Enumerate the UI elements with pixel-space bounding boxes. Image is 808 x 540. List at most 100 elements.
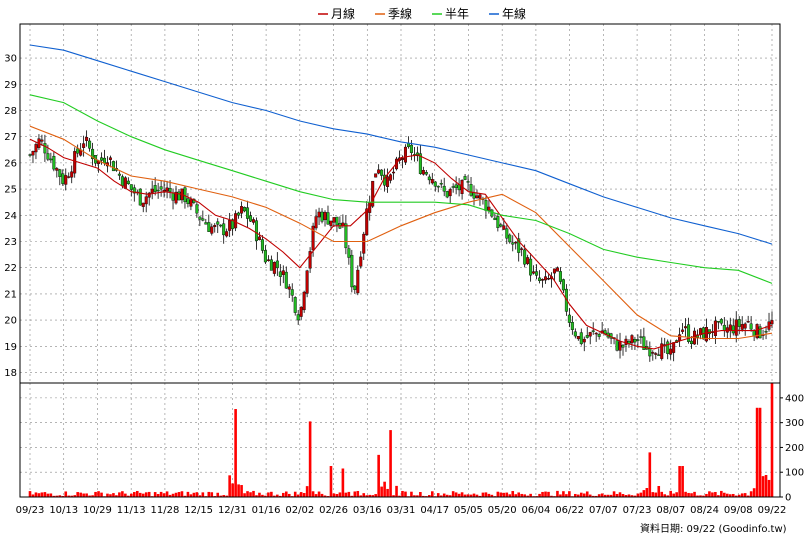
candle-body bbox=[764, 330, 768, 333]
date-tick-label: 08/24 bbox=[690, 505, 719, 516]
volume-bar bbox=[633, 495, 637, 497]
candle-body bbox=[478, 194, 482, 199]
volume-bar bbox=[109, 494, 112, 497]
volume-bar bbox=[276, 494, 279, 497]
candle-body bbox=[296, 314, 300, 321]
candle-body bbox=[28, 154, 32, 156]
volume-bar bbox=[717, 495, 720, 497]
volume-bar bbox=[439, 495, 443, 497]
candle-body bbox=[314, 216, 318, 229]
candle-body bbox=[541, 279, 545, 281]
candle-body bbox=[466, 181, 470, 183]
volume-bar bbox=[478, 495, 482, 497]
volume-bar bbox=[392, 495, 395, 497]
candle-body bbox=[552, 268, 556, 274]
volume-bar bbox=[746, 495, 750, 497]
volume-bar bbox=[714, 491, 717, 497]
candle-body bbox=[567, 314, 571, 323]
volume-bar bbox=[31, 494, 35, 497]
candle-body bbox=[427, 176, 431, 181]
volume-bar bbox=[79, 492, 82, 497]
date-tick-label: 12/31 bbox=[218, 505, 247, 516]
price-tick-label: 28 bbox=[4, 106, 17, 117]
date-tick-label: 12/15 bbox=[184, 505, 213, 516]
volume-bar bbox=[174, 492, 178, 497]
price-tick-label: 26 bbox=[4, 158, 17, 169]
volume-bar bbox=[660, 491, 664, 497]
volume-bar bbox=[252, 490, 255, 497]
date-tick-label: 06/04 bbox=[521, 505, 550, 516]
volume-bar bbox=[231, 483, 234, 497]
candle-body bbox=[34, 144, 38, 153]
candle-body bbox=[740, 324, 744, 330]
candle-body bbox=[520, 248, 524, 250]
volume-bar bbox=[389, 430, 392, 497]
candle-body bbox=[392, 171, 396, 174]
volume-bar bbox=[517, 492, 521, 497]
volume-bar bbox=[615, 493, 619, 497]
volume-bar bbox=[237, 484, 240, 497]
candle-body bbox=[704, 326, 708, 342]
volume-bar bbox=[141, 493, 145, 497]
candle-body bbox=[228, 220, 232, 231]
candle-body bbox=[377, 169, 381, 174]
volume-bar bbox=[457, 493, 461, 497]
candle-body bbox=[463, 176, 467, 180]
candle-body bbox=[129, 184, 133, 190]
date-tick-label: 11/13 bbox=[117, 505, 146, 516]
volume-bar bbox=[466, 494, 470, 497]
candle-body bbox=[722, 324, 726, 331]
candle-body bbox=[555, 267, 559, 272]
candle-body bbox=[454, 184, 458, 188]
volume-bar bbox=[755, 407, 759, 497]
volume-bar bbox=[34, 492, 38, 497]
volume-bar bbox=[574, 493, 577, 497]
candle-body bbox=[511, 242, 515, 245]
candle-body bbox=[88, 140, 92, 149]
volume-bar bbox=[451, 491, 455, 497]
candle-body bbox=[421, 170, 425, 175]
candle-body bbox=[61, 173, 65, 184]
candle-body bbox=[219, 224, 223, 227]
candle-body bbox=[254, 220, 258, 241]
volume-bar bbox=[293, 491, 297, 497]
candle-body bbox=[31, 151, 35, 156]
volume-bar bbox=[475, 494, 479, 497]
volume-bar bbox=[85, 493, 88, 497]
chart-legend: 月線 季線 半年 年線 bbox=[318, 6, 526, 21]
candle-body bbox=[240, 206, 244, 214]
ma-line-季線 bbox=[29, 125, 773, 340]
volume-bar bbox=[487, 493, 491, 497]
volume-bar bbox=[284, 491, 288, 497]
date-tick-label: 11/28 bbox=[150, 505, 179, 516]
price-tick-label: 23 bbox=[4, 237, 17, 248]
volume-bar bbox=[365, 495, 369, 497]
volume-bar bbox=[210, 492, 214, 497]
volume-bar bbox=[40, 492, 44, 497]
candle-body bbox=[755, 324, 759, 339]
candle-body bbox=[132, 187, 136, 194]
candle-body bbox=[111, 161, 115, 172]
date-tick-label: 10/29 bbox=[83, 505, 112, 516]
volume-bar bbox=[624, 495, 628, 497]
candle-body bbox=[409, 144, 413, 153]
volume-bar bbox=[413, 495, 416, 497]
candle-body bbox=[576, 335, 580, 340]
volume-bar bbox=[636, 493, 640, 497]
volume-bar bbox=[606, 494, 610, 497]
volume-bar bbox=[422, 495, 425, 497]
candle-body bbox=[380, 169, 384, 176]
candle-body bbox=[728, 324, 732, 331]
volume-bar bbox=[445, 494, 449, 497]
volume-bar bbox=[410, 491, 413, 497]
moving-average-lines bbox=[29, 44, 773, 350]
volume-bar bbox=[144, 492, 148, 497]
candle-body bbox=[442, 185, 446, 192]
candle-body bbox=[633, 339, 637, 343]
candle-body bbox=[231, 219, 235, 230]
candle-body bbox=[403, 146, 407, 163]
volume-bar bbox=[761, 476, 765, 497]
candle-body bbox=[472, 192, 476, 199]
volume-bar bbox=[383, 481, 386, 497]
volume-bar bbox=[520, 493, 523, 497]
